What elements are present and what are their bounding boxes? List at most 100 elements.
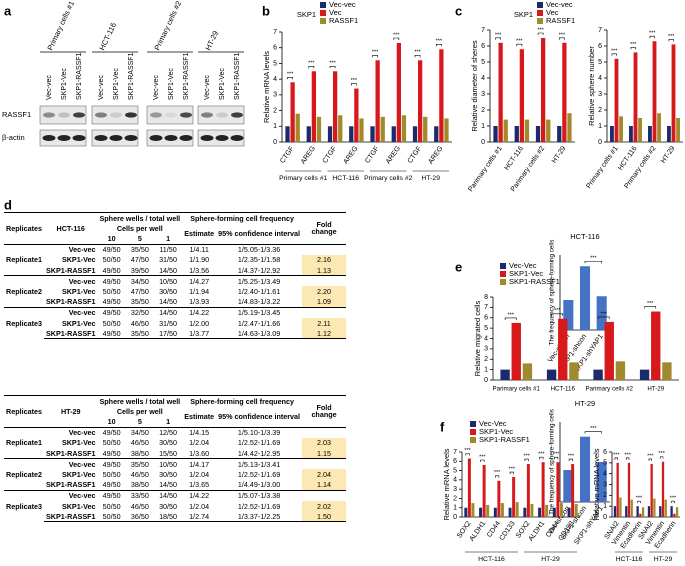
table-cell: 1/4.42-1/2.95	[237, 448, 281, 458]
header-cell: Estimate	[184, 411, 215, 421]
y-tick-label: 3	[598, 91, 602, 98]
table-cell: 15/50	[159, 448, 178, 458]
significance-label: ***	[495, 32, 502, 38]
x-tick-label: CD133	[499, 520, 517, 542]
bar	[641, 507, 645, 517]
header-cell: 1	[153, 233, 183, 245]
y-tick-label: 3	[603, 481, 607, 488]
y-axis-label: Relative migrated cells	[473, 301, 482, 377]
significance-bracket	[648, 458, 652, 461]
significance-bracket	[435, 43, 442, 47]
blot-band	[43, 112, 55, 118]
table-cell: 30/50	[159, 469, 178, 479]
significance-bracket	[584, 431, 602, 434]
group-label: SKP1-Vec	[61, 318, 96, 328]
bar	[648, 126, 652, 142]
legend-label: RASSF1	[329, 16, 358, 25]
y-tick-label: 7	[453, 449, 457, 456]
empty-cell	[302, 426, 346, 438]
y-tick-label: 1	[603, 503, 607, 510]
blot-band	[230, 135, 244, 141]
bar	[657, 113, 661, 142]
bar	[423, 116, 428, 142]
table-cell: 50/50	[97, 511, 126, 523]
header-cell: 10	[97, 233, 126, 245]
table-cell: 46/50	[130, 438, 149, 448]
bar	[545, 504, 549, 517]
panel-label: b	[262, 3, 270, 18]
bar	[370, 126, 375, 142]
table-cell: 49/50	[102, 448, 121, 458]
table-cell: 14/50	[159, 265, 178, 275]
bar	[311, 71, 317, 142]
y-tick-label: 0	[273, 139, 277, 146]
significance-bracket	[480, 459, 485, 462]
legend-label: SKP1-RASSF1	[479, 435, 530, 444]
y-tick-label: 6	[481, 43, 485, 50]
blot-row-label: β-actin	[2, 133, 25, 142]
legend-label: SKP1-Vec	[509, 269, 543, 278]
y-tick-label: 3	[481, 91, 485, 98]
bar	[558, 318, 568, 380]
table-cell: 11/50	[153, 243, 183, 255]
bar	[627, 462, 631, 517]
significance-label: ***	[554, 308, 561, 314]
header-cell: HT-29	[43, 395, 98, 428]
bar	[524, 119, 530, 142]
bar	[434, 126, 439, 142]
table-cell: 1/5.19-1/3.45	[216, 306, 303, 319]
fold-change: 2.16	[302, 254, 346, 266]
group-label: SKP1-Vec	[61, 438, 96, 448]
table-cell: 50/50	[102, 318, 121, 328]
table-row: SKP1-Vec 50/50 46/50 30/50 1/2.04 1/2.52-1/1.…	[4, 469, 346, 480]
significance-bracket	[516, 43, 523, 47]
table-row: Replicate3 Vec-vec 49/50 32/50 14/50 1/4.22 1/…	[4, 306, 346, 339]
blot-band	[149, 135, 163, 141]
empty-cell	[302, 489, 346, 502]
blot-lane-label: SKP1-RASSF1	[234, 52, 241, 100]
bar	[651, 311, 661, 380]
fold-change: 2.11	[302, 318, 346, 329]
table-cell: 18/50	[153, 511, 183, 523]
table-row: Replicate2 Vec-vec 49/50 34/50 10/50 1/4.27 1/…	[4, 275, 346, 308]
header-cell: 95% confidence interval	[218, 411, 301, 421]
bar	[444, 118, 449, 142]
legend-swatch	[470, 429, 476, 435]
table-cell: 35/50	[125, 328, 154, 340]
header-cell: 10	[97, 416, 126, 428]
significance-label: ***	[630, 42, 637, 48]
significance-label: ***	[613, 452, 620, 458]
bar	[563, 470, 574, 502]
bar	[579, 436, 591, 502]
table-cell: 30/50	[159, 501, 178, 511]
legend-swatch	[320, 18, 326, 24]
significance-bracket	[558, 37, 565, 40]
header-cell: HCT-116	[43, 212, 98, 245]
table-cell: 1/5.10-1/3.39	[216, 426, 303, 438]
significance-bracket	[537, 32, 544, 35]
table-cell: 1/5.07-1/3.38	[216, 489, 303, 502]
fold-change: 2.03	[302, 437, 346, 449]
bar	[619, 116, 623, 142]
x-tick-label: Primary cells #1	[585, 145, 619, 190]
table-cell: 35/50	[125, 458, 154, 470]
x-tick-label: HT-29	[647, 386, 664, 393]
header-row: Replicates HCT-116 Sphere wells / total we…	[4, 212, 346, 245]
y-axis-label: Relative mRNA levels	[592, 448, 601, 520]
significance-label: ***	[479, 454, 486, 460]
significance-bracket	[637, 500, 641, 504]
blot-band	[200, 135, 214, 141]
y-axis-label: Relative diameter of sheres	[470, 40, 479, 132]
fold-change: 1.12	[302, 328, 346, 340]
table-cell: 47/50	[130, 286, 149, 296]
table-row: Replicate1 Vec-vec 49/50 35/50 11/50 1/4.11 1/…	[4, 243, 346, 276]
blot-band	[57, 135, 71, 141]
blot-band	[201, 112, 213, 118]
bar	[396, 43, 402, 142]
y-axis-label: The frequency of sphere-forming cells	[549, 409, 556, 515]
y-tick-label: 2	[273, 107, 277, 114]
bar	[538, 507, 542, 517]
bar	[327, 126, 333, 142]
blot-column-label: HCT-116	[97, 21, 118, 52]
